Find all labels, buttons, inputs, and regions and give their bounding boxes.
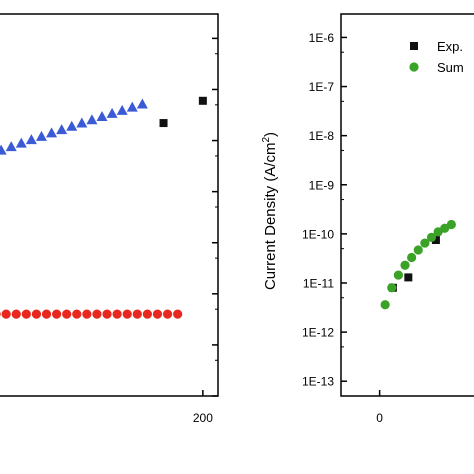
data-point-circle (142, 309, 152, 319)
data-point-triangle (106, 107, 118, 118)
data-point-circle (393, 270, 403, 280)
data-point-square (404, 273, 413, 282)
y-tick-label: 1E-12 (302, 326, 334, 340)
data-point-circle (380, 300, 390, 310)
data-point-circle (102, 309, 112, 319)
data-point-circle (62, 309, 72, 319)
data-point-square (198, 96, 207, 105)
data-point-circle (31, 309, 42, 319)
data-point-circle (152, 309, 163, 319)
legend-label: Sum (437, 60, 464, 75)
data-point-circle (0, 311, 1, 317)
x-tick-label: 200 (193, 411, 213, 425)
left-panel: 200 (0, 13, 219, 425)
legend-marker-square (410, 42, 418, 50)
data-point-circle (41, 309, 52, 319)
data-point-triangle (76, 117, 88, 128)
data-point-circle (92, 309, 102, 319)
y-tick-label: 1E-10 (302, 227, 334, 241)
series-triangle (0, 98, 148, 155)
data-point-triangle (116, 104, 128, 115)
data-point-triangle (15, 137, 27, 148)
y-tick-label: 1E-9 (309, 178, 335, 192)
data-point-circle (413, 245, 423, 255)
data-point-circle (122, 309, 132, 319)
data-point-triangle (96, 111, 108, 122)
data-point-circle (162, 309, 173, 319)
data-point-circle (21, 309, 31, 319)
data-point-circle (420, 238, 430, 248)
data-point-circle (1, 309, 11, 319)
data-point-circle (407, 252, 417, 263)
series-circle (0, 309, 183, 319)
data-point-circle (400, 260, 410, 270)
data-point-triangle (46, 127, 58, 138)
y-axis-title-main: Current Density (A/cm (262, 143, 279, 291)
y-tick-label: 1E-7 (309, 80, 335, 94)
plot-frame (340, 13, 474, 397)
legend-label: Exp. (437, 39, 463, 54)
data-point-triangle (56, 124, 68, 135)
y-tick-label: 1E-6 (309, 31, 335, 45)
data-point-triangle (0, 144, 7, 155)
data-point-circle (52, 309, 62, 319)
y-axis-title: Current Density (A/cm2) (261, 132, 279, 290)
data-point-square (159, 119, 168, 128)
data-point-triangle (25, 134, 37, 145)
data-point-circle (112, 309, 122, 319)
data-point-triangle (35, 130, 47, 141)
data-point-triangle (86, 114, 98, 125)
right-panel: 0 1E-6 1E-7 1E-8 1E-9 1E-10 1E-11 1E-12 1E-13 Cur… (261, 13, 474, 425)
y-axis-title-end: ) (262, 132, 279, 137)
y-tick-label: 1E-8 (309, 129, 335, 143)
data-point-circle (82, 309, 92, 319)
data-point-circle (173, 309, 183, 319)
x-tick-label: 0 (376, 411, 383, 425)
data-point-triangle (5, 141, 17, 152)
plot-frame (0, 13, 219, 397)
data-point-circle (11, 309, 21, 319)
series-circle (380, 219, 456, 310)
data-point-triangle (136, 98, 148, 109)
legend: Exp. Sum (409, 39, 464, 75)
data-point-circle (387, 283, 397, 293)
series-square (159, 96, 207, 128)
y-tick-label: 1E-11 (303, 276, 334, 290)
data-point-triangle (66, 120, 78, 131)
y-tick-label: 1E-13 (302, 375, 334, 389)
data-point-circle (72, 309, 82, 319)
data-point-circle (426, 232, 437, 242)
data-point-circle (132, 309, 142, 319)
data-point-circle (446, 219, 456, 230)
data-point-triangle (126, 101, 138, 112)
data-point-square (431, 236, 440, 245)
legend-marker-circle (409, 62, 419, 72)
series-square (388, 236, 440, 292)
y-axis-title-superscript: 2 (261, 137, 272, 143)
